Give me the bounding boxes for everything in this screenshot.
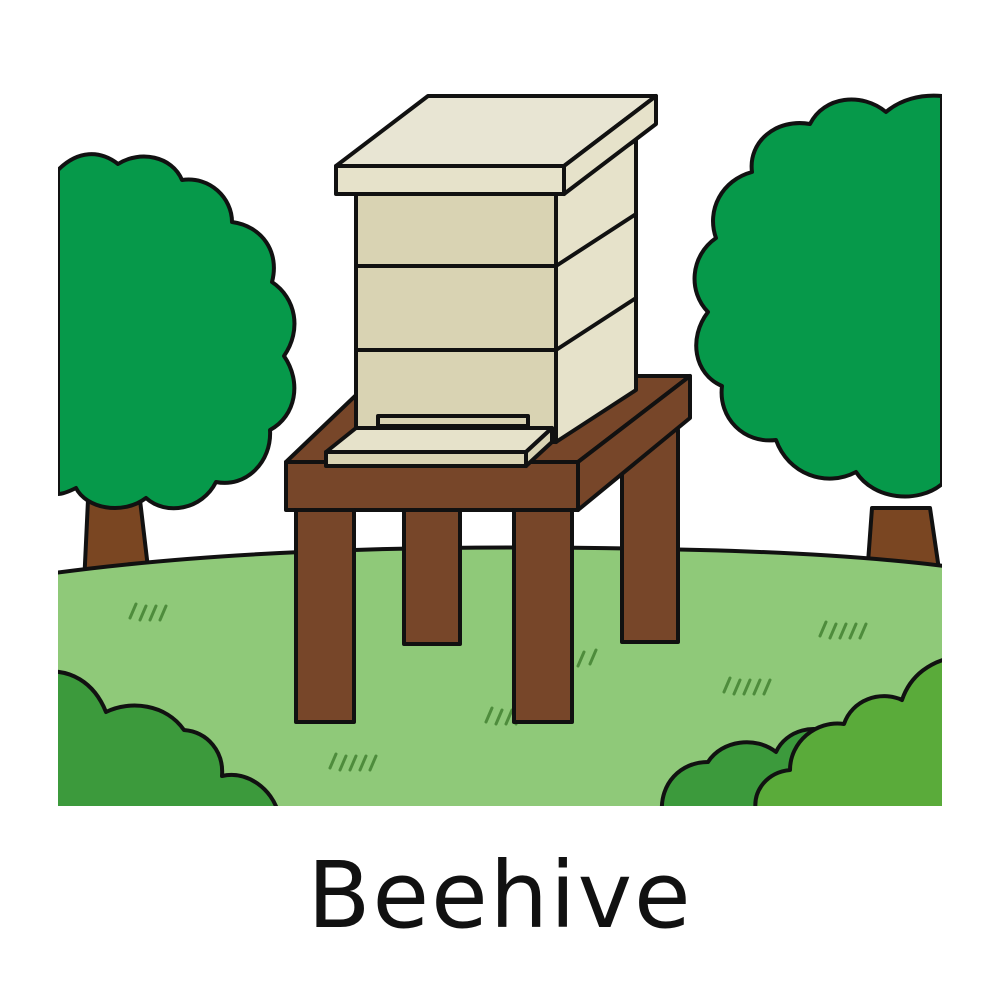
hive-side-seams (554, 212, 638, 352)
hive-box-middle (354, 264, 558, 352)
hive-box-top (354, 190, 558, 268)
hive-landing-board-front (324, 450, 528, 468)
hive-roof-front (334, 164, 566, 196)
hive (324, 94, 658, 468)
stand-front-apron (284, 460, 580, 512)
bush-right-front (753, 658, 942, 806)
stand-front-leg-right (512, 508, 574, 724)
bush-left (58, 669, 278, 806)
right-tree-foliage (692, 93, 942, 499)
hive-landing-board-side (524, 426, 554, 468)
stand-back-leg-left (402, 506, 462, 646)
hive-entrance (376, 414, 530, 428)
left-tree-foliage (58, 152, 297, 511)
hive-landing-board-top (324, 426, 554, 454)
grass-tufts (128, 602, 868, 772)
caption: Beehive (307, 842, 693, 949)
stand-front-leg-left (294, 508, 356, 724)
